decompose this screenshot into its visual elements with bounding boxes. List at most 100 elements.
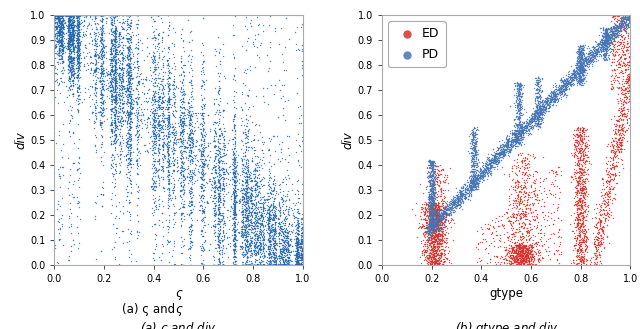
Point [61,94,72,99]
Point [125,102,136,108]
Point [68,12,78,17]
PD [598,39,608,44]
Point [115,96,125,101]
Point [65,46,75,51]
Point [254,221,264,226]
Point [287,243,297,248]
ED [431,250,441,255]
PD [575,51,585,56]
PD [556,83,566,88]
ED [513,240,524,246]
Point [179,177,189,183]
PD [467,141,477,146]
PD [424,200,435,206]
ED [407,206,417,211]
PD [485,160,495,165]
PD [426,178,436,183]
ED [435,216,445,221]
Point [97,23,107,29]
PD [468,166,478,171]
Point [242,212,252,217]
PD [455,187,465,192]
Point [151,207,161,212]
Point [240,234,250,240]
Point [183,202,193,208]
Point [189,144,200,149]
Point [125,105,135,110]
Point [296,72,307,77]
PD [621,26,632,31]
Point [241,160,252,165]
ED [607,60,618,65]
Point [250,183,260,188]
Point [278,262,288,267]
Point [51,46,61,51]
PD [515,98,525,103]
ED [429,255,440,261]
Point [151,132,161,138]
Point [63,12,73,17]
PD [575,68,586,73]
Point [111,47,121,52]
Point [123,24,133,29]
Point [221,168,231,173]
Point [54,12,64,17]
Point [111,80,121,85]
ED [447,216,457,222]
Point [154,41,164,46]
Point [214,250,224,255]
Point [214,262,225,267]
PD [577,76,587,82]
PD [512,122,522,128]
PD [442,208,452,213]
Point [65,12,76,17]
PD [509,123,519,128]
Point [287,249,298,254]
ED [502,218,513,224]
Point [117,78,127,84]
ED [505,221,515,226]
Point [170,195,180,201]
Point [279,262,289,267]
ED [522,175,532,180]
Point [236,231,246,236]
Point [124,109,134,114]
Point [159,133,170,138]
ED [426,187,436,192]
Point [153,172,163,177]
PD [508,139,518,144]
Point [162,106,172,112]
Point [67,12,77,17]
ED [573,254,583,259]
PD [490,153,500,158]
Point [68,48,78,53]
Point [72,60,83,65]
Point [74,85,84,90]
Point [145,100,156,105]
Point [198,189,209,194]
Point [161,143,172,148]
PD [426,184,436,189]
Point [142,90,152,95]
Point [215,238,225,243]
ED [432,233,442,238]
Point [253,22,263,28]
ED [512,204,522,210]
Point [107,29,117,34]
Point [69,71,79,77]
Point [67,65,77,70]
Point [244,208,255,213]
PD [425,210,435,215]
PD [428,226,438,231]
Point [230,212,241,217]
Point [63,63,73,68]
Point [180,167,190,172]
Point [268,214,278,219]
PD [436,217,447,222]
Point [109,15,119,20]
ED [575,151,586,156]
Point [210,221,220,226]
Point [54,12,64,17]
ED [513,230,524,235]
Point [200,156,210,162]
